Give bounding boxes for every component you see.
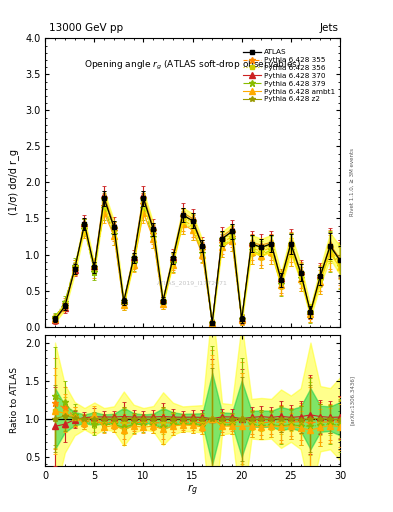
Text: [arXiv:1306.3436]: [arXiv:1306.3436] — [350, 375, 355, 425]
Text: Opening angle $r_g$ (ATLAS soft-drop observables): Opening angle $r_g$ (ATLAS soft-drop obs… — [84, 58, 301, 72]
X-axis label: $r_g$: $r_g$ — [187, 482, 198, 498]
Y-axis label: Ratio to ATLAS: Ratio to ATLAS — [10, 368, 19, 434]
Text: 13000 GeV pp: 13000 GeV pp — [49, 23, 123, 33]
Legend: ATLAS, Pythia 6.428 355, Pythia 6.428 356, Pythia 6.428 370, Pythia 6.428 379, P: ATLAS, Pythia 6.428 355, Pythia 6.428 35… — [241, 48, 336, 104]
Text: ATLAS_2019_I1772071: ATLAS_2019_I1772071 — [157, 281, 228, 286]
Y-axis label: (1/σ) dσ/d r_g: (1/σ) dσ/d r_g — [8, 150, 19, 216]
Text: Jets: Jets — [320, 23, 339, 33]
Text: Rivet 1.1.0, ≥ 3M events: Rivet 1.1.0, ≥ 3M events — [350, 148, 355, 217]
